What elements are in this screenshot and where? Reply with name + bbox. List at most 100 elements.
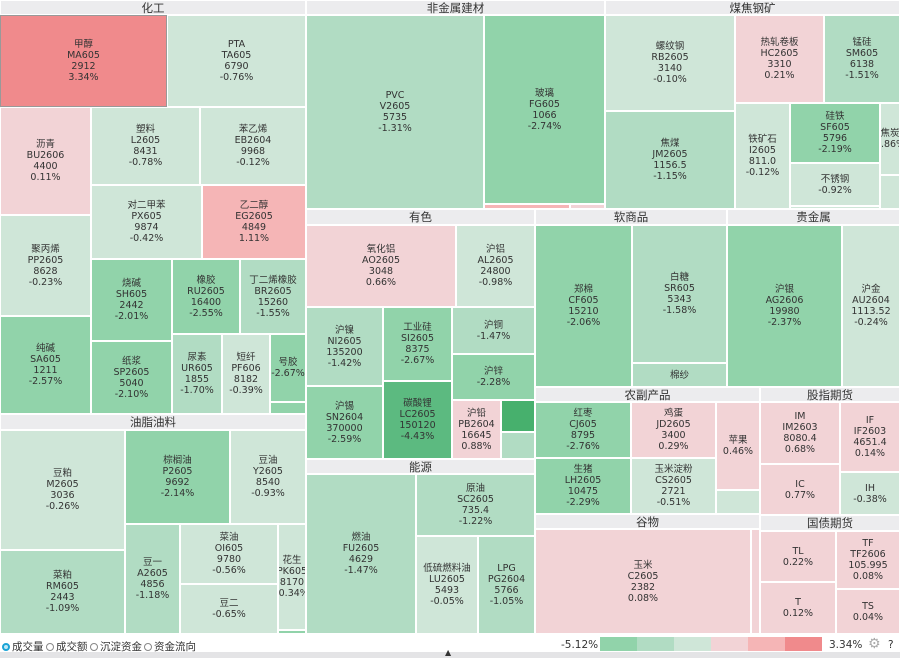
treemap-tile[interactable] [484, 204, 570, 209]
treemap-tile[interactable]: 低硫燃料油 LU2605 5493 -0.05% [416, 536, 478, 634]
treemap-tile[interactable]: 号胶 -2.67% [270, 334, 306, 402]
treemap-tile[interactable] [570, 204, 605, 209]
treemap-tile[interactable]: 豆二 -0.65% [180, 584, 278, 634]
tile-change: 0.11% [30, 172, 61, 183]
treemap-tile[interactable]: LPG PG2604 5766 -1.05% [478, 536, 535, 634]
treemap-tile[interactable]: 尿素 UR605 1855 -1.70% [172, 334, 222, 414]
treemap-tile[interactable]: 沪铝 AL2605 24800 -0.98% [456, 225, 535, 307]
treemap-tile[interactable]: 玉米淀粉 CS2605 2721 -0.51% [631, 458, 716, 514]
treemap-tile[interactable]: 烧碱 SH605 2442 -2.01% [91, 259, 172, 341]
treemap-tile[interactable]: 不锈钢 -0.92% [790, 163, 880, 206]
treemap-tile[interactable]: 橡胶 RU2605 16400 -2.55% [172, 259, 240, 334]
treemap-tile[interactable]: 沥青 BU2606 4400 0.11% [0, 107, 91, 215]
treemap-tile[interactable]: 豆一 A2605 4856 -1.18% [125, 524, 180, 634]
group-header[interactable]: 有色 [306, 209, 535, 225]
treemap-tile[interactable]: TL 0.22% [760, 531, 836, 582]
treemap-tile[interactable]: 短纤 PF606 8182 -0.39% [222, 334, 270, 414]
treemap-tile[interactable]: IM IM2603 8080.4 0.68% [760, 402, 840, 464]
treemap-tile[interactable]: 苹果 0.46% [716, 402, 760, 490]
treemap-tile[interactable]: 焦炭0.86% [880, 103, 900, 175]
treemap-tile[interactable]: 塑料 L2605 8431 -0.78% [91, 107, 200, 185]
treemap-tile[interactable]: PVC V2605 5735 -1.31% [306, 15, 484, 209]
treemap-tile[interactable]: 沪锌 -2.28% [452, 354, 535, 400]
group-header[interactable]: 能源 [306, 459, 535, 474]
treemap-tile[interactable] [880, 175, 900, 209]
treemap-tile[interactable]: 苯乙烯 EB2604 9968 -0.12% [200, 107, 306, 185]
treemap-tile[interactable]: 红枣 CJ605 8795 -2.76% [535, 402, 631, 458]
group-header[interactable]: 股指期货 [760, 387, 900, 402]
treemap-tile[interactable]: TS 0.04% [836, 589, 900, 634]
group-header[interactable]: 非金属建材 [306, 0, 605, 15]
treemap-tile[interactable]: TF TF2606 105.995 0.08% [836, 531, 900, 589]
treemap-tile[interactable] [270, 402, 306, 414]
metric-radio-turnover[interactable]: 成交额 [46, 639, 88, 654]
treemap-tile[interactable]: 纯碱 SA605 1211 -2.57% [0, 316, 91, 414]
arrow-up-icon[interactable]: ▲ [445, 648, 452, 657]
treemap-tile[interactable]: 菜粕 RM605 2443 -1.09% [0, 550, 125, 634]
treemap-tile[interactable]: 聚丙烯 PP2605 8628 -0.23% [0, 215, 91, 316]
treemap-tile[interactable]: 沪金 AU2604 1113.52 -0.24% [842, 225, 900, 387]
treemap-tile[interactable]: IC 0.77% [760, 464, 840, 515]
treemap-tile[interactable]: IH -0.38% [840, 472, 900, 515]
treemap-tile[interactable]: 白糖 SR605 5343 -1.58% [632, 225, 727, 363]
group-header[interactable]: 贵金属 [727, 209, 900, 225]
treemap-tile[interactable]: 热轧卷板 HC2605 3310 0.21% [735, 15, 824, 103]
treemap-tile[interactable]: 铁矿石 I2605 811.0 -0.12% [735, 103, 790, 209]
treemap-tile[interactable] [790, 206, 880, 209]
treemap-tile[interactable]: 沪铅 PB2604 16645 0.88% [452, 400, 501, 459]
group-header[interactable]: 油脂油料 [0, 414, 306, 430]
treemap-tile[interactable]: 丁二烯橡胶 BR2605 15260 -1.55% [240, 259, 306, 334]
metric-radio-volume[interactable]: 成交量 [2, 639, 44, 654]
treemap-tile[interactable]: 沪铜 -1.47% [452, 307, 535, 354]
help-button[interactable]: ? [888, 639, 894, 651]
tile-change: -0.51% [656, 497, 691, 508]
treemap-tile[interactable] [501, 400, 535, 432]
legend-swatch [785, 637, 822, 651]
gear-icon[interactable]: ⚙ [868, 636, 881, 652]
group-header[interactable]: 煤焦钢矿 [605, 0, 900, 15]
treemap-tile[interactable]: 棕榈油 P2605 9692 -2.14% [125, 430, 230, 524]
treemap-tile[interactable]: 工业硅 SI2605 8375 -2.67% [383, 307, 452, 381]
group-header[interactable]: 化工 [0, 0, 306, 15]
treemap-tile[interactable]: 郑棉 CF605 15210 -2.06% [535, 225, 632, 387]
treemap-tile[interactable]: 硅铁 SF605 5796 -2.19% [790, 103, 880, 163]
treemap-tile[interactable]: 碳酸锂 LC2605 150120 -4.43% [383, 381, 452, 459]
treemap-tile[interactable]: 豆油 Y2605 8540 -0.93% [230, 430, 306, 524]
treemap-tile[interactable] [751, 529, 760, 634]
group-header[interactable]: 农副产品 [535, 387, 760, 402]
treemap-tile[interactable]: 对二甲苯 PX605 9874 -0.42% [91, 185, 202, 259]
treemap-tile[interactable] [278, 630, 306, 634]
treemap-tile[interactable]: 沪银 AG2606 19980 -2.37% [727, 225, 842, 387]
treemap-tile[interactable]: 乙二醇 EG2605 4849 1.11% [202, 185, 306, 259]
treemap-tile[interactable]: 螺纹钢 RB2605 3140 -0.10% [605, 15, 735, 111]
treemap-tile[interactable]: 焦煤 JM2605 1156.5 -1.15% [605, 111, 735, 209]
treemap-tile[interactable]: 鸡蛋 JD2605 3400 0.29% [631, 402, 716, 458]
metric-radio-open-interest-funds[interactable]: 沉淀资金 [90, 639, 142, 654]
treemap-tile[interactable]: 纸浆 SP2605 5040 -2.10% [91, 341, 172, 414]
treemap-tile[interactable]: 氧化铝 AO2605 3048 0.66% [306, 225, 456, 307]
tile-code: UR605 [181, 363, 213, 374]
group-header[interactable]: 谷物 [535, 514, 760, 529]
treemap-tile[interactable]: T 0.12% [760, 582, 836, 634]
treemap-tile[interactable]: 豆粕 M2605 3036 -0.26% [0, 430, 125, 550]
treemap-tile[interactable]: 生猪 LH2605 10475 -2.29% [535, 458, 631, 514]
treemap-tile[interactable]: IF IF2603 4651.4 0.14% [840, 402, 900, 472]
treemap-tile[interactable]: 玉米 C2605 2382 0.08% [535, 529, 751, 634]
metric-radio-fund-flow[interactable]: 资金流向 [144, 639, 196, 654]
treemap-tile[interactable] [501, 432, 535, 459]
treemap-tile[interactable] [716, 490, 760, 514]
tile-price: 8080.4 [783, 433, 817, 444]
treemap-tile[interactable]: 玻璃 FG605 1066 -2.74% [484, 15, 605, 204]
group-header[interactable]: 国债期货 [760, 515, 900, 531]
treemap-tile[interactable]: 菜油 OI605 9780 -0.56% [180, 524, 278, 584]
treemap-tile[interactable]: PTA TA605 6790 -0.76% [167, 15, 306, 107]
treemap-tile[interactable]: 锰硅 SM605 6138 -1.51% [824, 15, 900, 103]
treemap-tile[interactable]: 沪镍 NI2605 135200 -1.42% [306, 307, 383, 386]
treemap-tile[interactable]: 甲醇 MA605 2912 3.34% [0, 15, 167, 107]
treemap-tile[interactable]: 原油 SC2605 735.4 -1.22% [416, 474, 535, 536]
treemap-tile[interactable]: 沪锡 SN2604 370000 -2.59% [306, 386, 383, 459]
treemap-tile[interactable]: 燃油 FU2605 4629 -1.47% [306, 474, 416, 634]
group-header[interactable]: 软商品 [535, 209, 727, 225]
treemap-tile[interactable]: 棉纱 [632, 363, 727, 387]
